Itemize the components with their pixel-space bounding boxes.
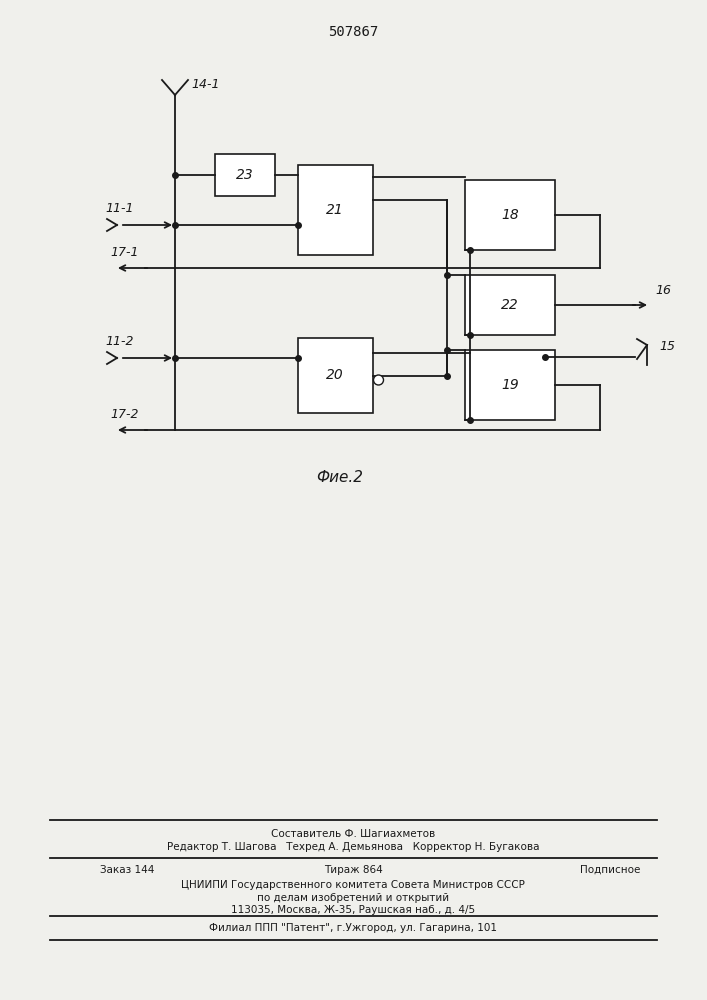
Bar — [465, 180, 555, 250]
Text: 23: 23 — [236, 168, 254, 182]
Text: ЦНИИПИ Государственного комитета Совета Министров СССР: ЦНИИПИ Государственного комитета Совета … — [181, 880, 525, 890]
Text: Составитель Ф. Шагиахметов: Составитель Ф. Шагиахметов — [271, 829, 435, 839]
Text: Тираж 864: Тираж 864 — [324, 865, 382, 875]
Text: 11-1: 11-1 — [105, 202, 134, 215]
Text: 113035, Москва, Ж-35, Раушская наб., д. 4/5: 113035, Москва, Ж-35, Раушская наб., д. … — [231, 905, 475, 915]
Text: 21: 21 — [326, 203, 344, 217]
Text: 18: 18 — [501, 208, 519, 222]
Text: 17-2: 17-2 — [110, 408, 139, 421]
Text: 19: 19 — [501, 378, 519, 392]
Text: Филиал ППП "Патент", г.Ужгород, ул. Гагарина, 101: Филиал ППП "Патент", г.Ужгород, ул. Гага… — [209, 923, 497, 933]
Text: Подписное: Подписное — [580, 865, 640, 875]
Bar — [465, 350, 555, 420]
Text: 20: 20 — [326, 368, 344, 382]
Text: Редактор Т. Шагова   Техред А. Демьянова   Корректор Н. Бугакова: Редактор Т. Шагова Техред А. Демьянова К… — [167, 842, 539, 852]
Text: 14-1: 14-1 — [191, 79, 219, 92]
Text: 507867: 507867 — [328, 25, 378, 39]
Text: 17-1: 17-1 — [110, 246, 139, 259]
Bar — [298, 338, 373, 412]
Bar — [215, 154, 275, 196]
Bar — [465, 275, 555, 335]
Text: 16: 16 — [655, 284, 671, 297]
Text: по делам изобретений и открытий: по делам изобретений и открытий — [257, 893, 449, 903]
Text: Заказ 144: Заказ 144 — [100, 865, 154, 875]
Bar — [298, 165, 373, 255]
Text: Фие.2: Фие.2 — [317, 471, 363, 486]
Text: 15: 15 — [659, 340, 675, 354]
Text: 22: 22 — [501, 298, 519, 312]
Circle shape — [373, 375, 383, 385]
Text: 11-2: 11-2 — [105, 335, 134, 348]
